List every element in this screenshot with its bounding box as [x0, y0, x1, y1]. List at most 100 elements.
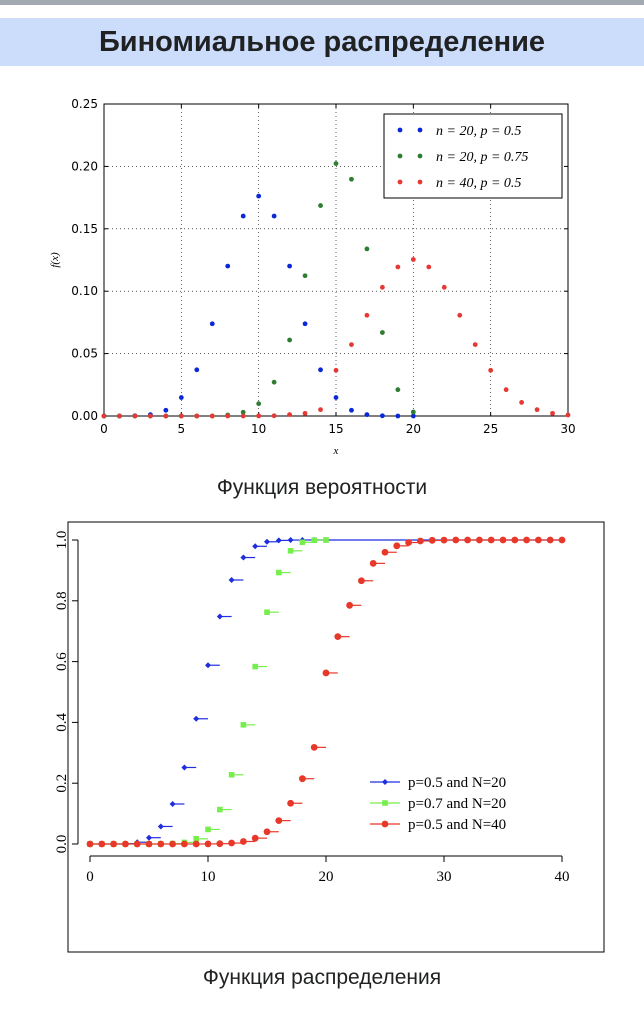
pmf-point [395, 413, 401, 419]
pmf-point [364, 412, 370, 418]
cdf-ytick-label: 0.4 [54, 713, 70, 732]
cdf-point [193, 836, 199, 842]
pmf-point [302, 273, 308, 279]
pmf-point [550, 410, 555, 416]
cdf-point [322, 669, 330, 677]
cdf-point [323, 537, 329, 543]
pmf-point [287, 412, 292, 418]
cdf-point [217, 806, 223, 813]
pmf-legend-label: n = 20, p = 0.5 [436, 124, 521, 139]
cdf-point [146, 834, 152, 841]
pmf-xtick-label: 30 [560, 422, 575, 436]
pmf-ytick-label: 0.15 [71, 222, 98, 236]
cdf-point [311, 537, 317, 544]
cdf-point [263, 828, 271, 836]
pmf-point [240, 413, 246, 419]
pmf-point [364, 312, 370, 318]
cdf-point [452, 536, 460, 544]
pmf-point [132, 413, 138, 419]
pmf-point [457, 312, 463, 318]
pmf-ytick-label: 0.05 [71, 347, 98, 361]
pmf-point [101, 413, 107, 419]
cdf-point [464, 536, 471, 544]
pmf-point [302, 410, 308, 416]
cdf-point [287, 547, 294, 554]
cdf-legend-label: p=0.7 and N=20 [408, 796, 506, 812]
cdf-point [157, 823, 164, 830]
cdf-point [369, 559, 377, 567]
cdf-caption: Функция распределения [202, 966, 442, 989]
pmf-point [178, 413, 184, 419]
cdf-point [440, 536, 448, 544]
pmf-xtick-label: 10 [251, 422, 266, 436]
pmf-point [333, 161, 339, 166]
pmf-point [519, 399, 524, 405]
cdf-point [122, 840, 129, 848]
pmf-point [271, 413, 277, 419]
pmf-figure: 0 5 10 15 20 25 30 0.00 0.05 0.10 0.15 0.20 0.25 x f(x… [30, 66, 614, 466]
pmf-point [302, 321, 308, 327]
pmf-point [178, 395, 184, 400]
pmf-xtick-label: 5 [178, 422, 186, 436]
cdf-point [205, 662, 211, 669]
pmf-point [194, 367, 200, 373]
cdf-point [228, 771, 235, 778]
cdf-point [228, 577, 235, 584]
cdf-figure: 0 10 20 30 40 0.0 0.2 0.4 0.6 0.8 1.0 p=0.5 and N=2… [30, 514, 614, 954]
cdf-xtick-label: 10 [201, 869, 216, 885]
cdf-point [287, 799, 294, 807]
pmf-point [256, 413, 262, 419]
cdf-ytick-label: 0.6 [54, 652, 70, 671]
pmf-point [163, 413, 169, 419]
cdf-point [252, 543, 259, 550]
cdf-point [216, 613, 223, 620]
pmf-legend [383, 113, 563, 199]
cdf-xtick-label: 40 [555, 869, 570, 885]
cdf-point [523, 536, 530, 544]
pmf-ylabel: f(x) [49, 252, 61, 268]
pmf-point [349, 176, 354, 182]
cdf-point [181, 764, 188, 771]
pmf-point [426, 264, 432, 270]
cdf-point [546, 536, 554, 544]
cdf-point [133, 840, 141, 848]
pmf-xtick-label: 25 [483, 422, 498, 436]
cdf-point [511, 536, 519, 544]
pmf-point [503, 387, 509, 393]
cdf-ytick-label: 0.2 [54, 774, 70, 793]
pmf-point [240, 409, 246, 415]
cdf-point [299, 775, 306, 783]
infobox-title: Биномиальное распределение [0, 18, 644, 66]
pmf-point [287, 263, 292, 269]
pmf-legend-marker [417, 153, 423, 159]
pmf-point [410, 257, 416, 262]
pmf-point [287, 337, 292, 343]
pmf-point [271, 213, 277, 219]
cdf-point [251, 834, 259, 842]
cdf-point [228, 839, 236, 847]
cdf-point [98, 840, 106, 848]
cdf-xtick-label: 20 [319, 869, 334, 885]
pmf-point [349, 407, 354, 413]
cdf-legend-marker [382, 800, 388, 806]
cdf-plot-frame [67, 521, 605, 953]
cdf-point [252, 663, 258, 670]
pmf-point [209, 321, 215, 327]
pmf-xlabel: x [333, 445, 339, 457]
pmf-point [194, 413, 200, 419]
cdf-chart: 0 10 20 30 40 0.0 0.2 0.4 0.6 0.8 1.0 p=0.5 and N=2… [54, 521, 605, 953]
pmf-legend-marker [397, 127, 403, 133]
pmf-chart: 0 5 10 15 20 25 30 0.00 0.05 0.10 0.15 0.20 0.25 x f(x… [49, 97, 576, 457]
cdf-point [264, 538, 270, 545]
pmf-point [225, 413, 231, 419]
cdf-point [310, 743, 318, 751]
cdf-point [381, 548, 389, 556]
pmf-legend-label: n = 20, p = 0.75 [436, 150, 528, 165]
pmf-point [380, 330, 385, 335]
cdf-point [487, 536, 495, 544]
cdf-point [157, 840, 165, 848]
pmf-point [472, 342, 478, 348]
cdf-ytick-label: 0.8 [54, 591, 70, 610]
pmf-point [364, 246, 370, 252]
pmf-point [395, 387, 401, 393]
